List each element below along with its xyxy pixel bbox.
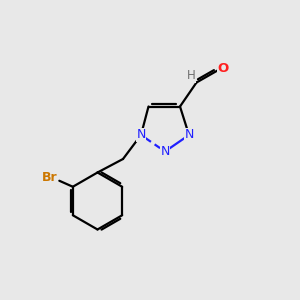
Text: N: N [184, 128, 194, 142]
Text: Br: Br [42, 171, 58, 184]
Text: N: N [136, 128, 146, 142]
Text: H: H [187, 69, 196, 82]
Text: N: N [160, 145, 170, 158]
Text: O: O [218, 62, 229, 76]
